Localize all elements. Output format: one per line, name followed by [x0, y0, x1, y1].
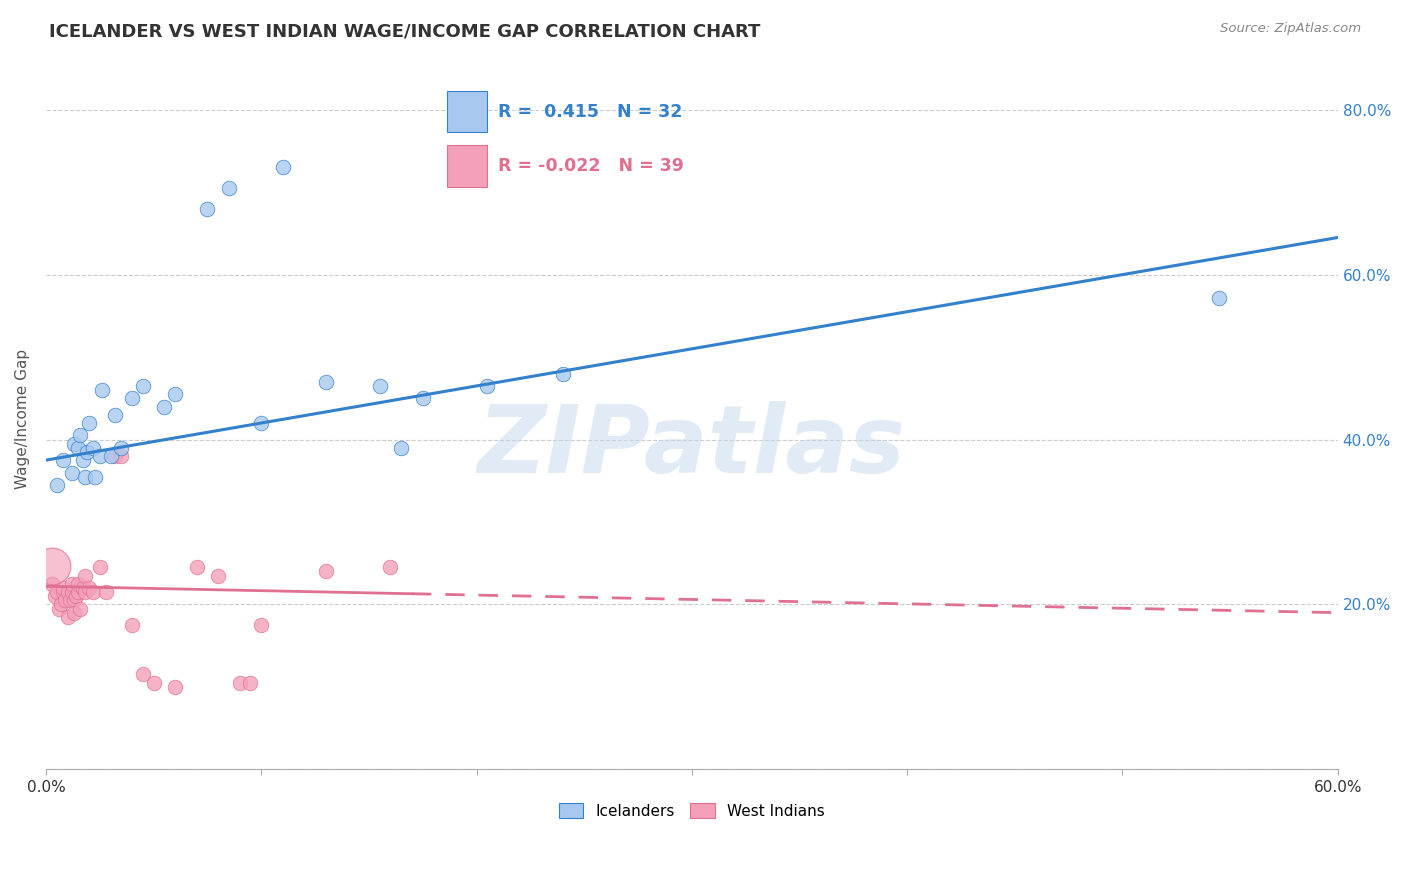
Point: [45, 478, 67, 492]
Point: [121, 392, 143, 406]
Point: [91, 383, 114, 397]
Point: [82, 585, 104, 599]
Text: Source: ZipAtlas.com: Source: ZipAtlas.com: [1220, 22, 1361, 36]
Point: [77, 416, 100, 430]
Y-axis label: Wage/Income Gap: Wage/Income Gap: [15, 349, 30, 489]
Point: [63, 436, 86, 450]
Point: [368, 379, 391, 393]
Point: [52, 581, 75, 595]
Point: [73, 585, 96, 599]
Point: [65, 589, 87, 603]
Point: [63, 593, 86, 607]
Text: ZIPatlas: ZIPatlas: [478, 401, 905, 493]
Point: [110, 449, 132, 463]
Point: [218, 181, 240, 195]
Point: [67, 585, 90, 599]
Point: [132, 667, 155, 681]
FancyBboxPatch shape: [447, 145, 486, 187]
Point: [73, 568, 96, 582]
Point: [186, 560, 208, 574]
Point: [56, 585, 79, 599]
Point: [53, 593, 76, 607]
Point: [132, 379, 155, 393]
Point: [380, 560, 402, 574]
Point: [315, 375, 337, 389]
Point: [72, 453, 94, 467]
Point: [69, 601, 91, 615]
Point: [48, 601, 70, 615]
Point: [100, 449, 122, 463]
Point: [56, 609, 79, 624]
Point: [104, 449, 127, 463]
Point: [89, 560, 111, 574]
Legend: Icelanders, West Indians: Icelanders, West Indians: [553, 797, 831, 825]
Point: [67, 441, 90, 455]
Point: [72, 581, 94, 595]
Point: [412, 392, 434, 406]
Point: [315, 565, 337, 579]
Point: [63, 606, 86, 620]
Point: [551, 367, 574, 381]
Point: [165, 387, 187, 401]
Point: [250, 618, 273, 632]
Point: [104, 408, 127, 422]
Point: [60, 585, 83, 599]
Text: R = -0.022   N = 39: R = -0.022 N = 39: [498, 157, 683, 175]
Point: [165, 680, 187, 694]
Point: [41, 558, 63, 573]
Point: [41, 576, 63, 591]
Point: [60, 576, 83, 591]
Point: [389, 441, 412, 455]
Point: [89, 449, 111, 463]
Point: [49, 598, 72, 612]
Point: [52, 453, 75, 467]
Point: [59, 593, 82, 607]
Point: [52, 585, 75, 599]
Point: [45, 585, 67, 599]
Point: [239, 675, 262, 690]
Point: [271, 161, 294, 175]
Point: [82, 441, 104, 455]
Point: [477, 379, 499, 393]
Point: [67, 576, 90, 591]
Point: [73, 469, 96, 483]
Point: [153, 400, 176, 414]
Point: [207, 568, 229, 582]
Text: ICELANDER VS WEST INDIAN WAGE/INCOME GAP CORRELATION CHART: ICELANDER VS WEST INDIAN WAGE/INCOME GAP…: [49, 22, 761, 40]
Point: [60, 466, 83, 480]
Point: [250, 416, 273, 430]
Point: [197, 202, 219, 216]
Point: [121, 618, 143, 632]
Point: [69, 428, 91, 442]
FancyBboxPatch shape: [447, 91, 486, 132]
Point: [84, 469, 107, 483]
Text: R =  0.415   N = 32: R = 0.415 N = 32: [498, 103, 682, 120]
Point: [110, 441, 132, 455]
Point: [228, 675, 250, 690]
Point: [44, 589, 66, 603]
Point: [1208, 291, 1230, 305]
Point: [96, 585, 118, 599]
Point: [77, 581, 100, 595]
Point: [76, 445, 98, 459]
Point: [142, 675, 165, 690]
